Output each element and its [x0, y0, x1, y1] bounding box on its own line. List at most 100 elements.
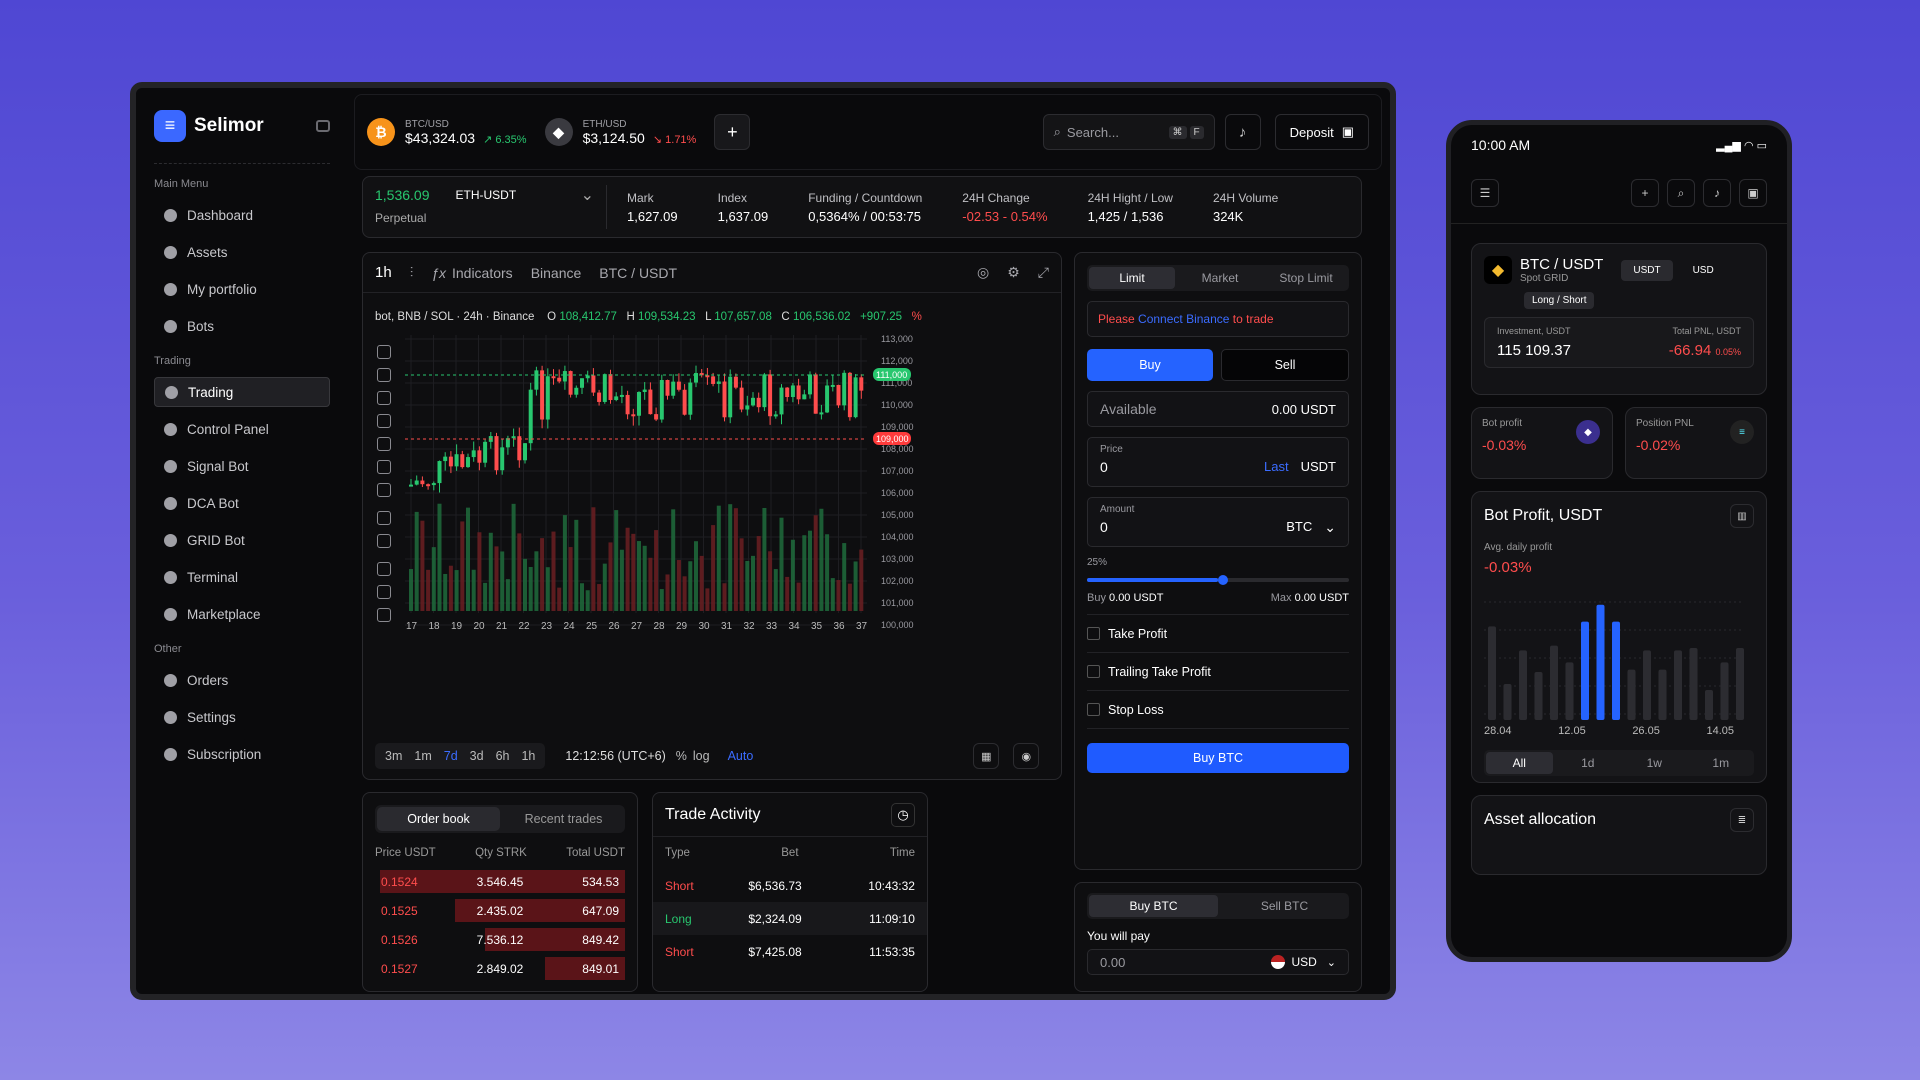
tab-range-All[interactable]: All — [1486, 752, 1553, 774]
amount-input[interactable]: Amount 0 BTC ⌄ — [1087, 497, 1349, 547]
fullscreen-icon[interactable]: ⤢ — [1037, 264, 1049, 280]
auto-toggle[interactable]: Auto — [727, 749, 754, 763]
chart-pair-label[interactable]: BTC / USDT — [599, 264, 678, 281]
tab-range-1m[interactable]: 1m — [1712, 756, 1730, 770]
indicators-button[interactable]: ƒx Indicators — [431, 264, 513, 281]
ruler-icon[interactable] — [377, 511, 391, 525]
collapse-sidebar-icon[interactable] — [316, 119, 330, 132]
candlestick-chart[interactable]: 113,000112,000111,000110,000109,000108,0… — [405, 335, 945, 645]
brush-icon[interactable] — [377, 437, 391, 451]
unit-usdt-toggle[interactable]: USDT — [1621, 259, 1673, 281]
tab-market[interactable]: Market — [1201, 271, 1239, 285]
timeframe-selector[interactable]: 1h — [375, 264, 392, 281]
add-pair-button[interactable]: + — [714, 114, 751, 150]
unit-usd-toggle[interactable]: USD — [1692, 264, 1714, 276]
sidebar-item-terminal[interactable]: Terminal — [154, 562, 330, 592]
slider-handle[interactable] — [1218, 575, 1228, 585]
price-input[interactable]: Price 0 Last USDT — [1087, 437, 1349, 487]
connect-binance-link[interactable]: Connect Binance — [1138, 312, 1230, 326]
tab-buy-btc[interactable]: Buy BTC — [1089, 895, 1218, 917]
sidebar-item-subscription[interactable]: Subscription — [154, 739, 330, 769]
target-icon[interactable]: ◉ — [1013, 743, 1040, 769]
ticker-btc-usd[interactable]: ₿ BTC/USD $43,324.03 ↗ 6.35% — [367, 118, 527, 146]
tab-range-1d[interactable]: 1d — [1581, 756, 1595, 770]
bar-chart-icon[interactable]: ▥ — [1730, 504, 1754, 528]
log-toggle[interactable]: log — [692, 749, 710, 763]
tf-1h[interactable]: 1h — [521, 749, 536, 763]
checkbox-box[interactable] — [1087, 627, 1100, 640]
sidebar-item-control-panel[interactable]: Control Panel — [154, 414, 330, 444]
tab-limit[interactable]: Limit — [1089, 267, 1175, 289]
sidebar-item-marketplace[interactable]: Marketplace — [154, 599, 330, 629]
table-row[interactable]: 0.1526 7.536.12 849.42 — [375, 925, 625, 954]
trendline-icon[interactable] — [377, 368, 391, 382]
sidebar-item-my-portfolio[interactable]: My portfolio — [154, 274, 330, 304]
ticker-eth-usd[interactable]: ◆ ETH/USD $3,124.50 ↘ 1.71% — [544, 118, 696, 146]
search-icon[interactable]: ⌕ — [1667, 179, 1695, 207]
buy-btc-button[interactable]: Buy BTC — [1087, 743, 1349, 773]
sidebar-item-grid-bot[interactable]: GRID Bot — [154, 525, 330, 555]
sidebar-item-assets[interactable]: Assets — [154, 237, 330, 267]
chevron-down-icon[interactable]: ⌄ — [1326, 956, 1336, 969]
notification-bell-icon[interactable]: ♪ — [1224, 114, 1261, 150]
buy-tab-button[interactable]: Buy — [1087, 349, 1213, 381]
checkbox-box[interactable] — [1087, 665, 1100, 678]
sidebar-item-dashboard[interactable]: Dashboard — [154, 200, 330, 230]
wallet-icon[interactable]: ▣ — [1739, 179, 1767, 207]
coins-icon[interactable]: ≣ — [1730, 808, 1754, 832]
table-row[interactable]: Long $2,324.09 11:09:10 — [653, 902, 927, 935]
checkbox-stop-loss[interactable]: Stop Loss — [1087, 691, 1349, 729]
sidebar-item-settings[interactable]: Settings — [154, 702, 330, 732]
table-row[interactable]: Short $6,536.73 10:43:32 — [653, 869, 927, 902]
table-row[interactable]: Short $7,425.08 11:53:35 — [653, 935, 927, 968]
tab-stop-limit[interactable]: Stop Limit — [1279, 271, 1333, 285]
edit-icon[interactable] — [377, 585, 391, 599]
camera-icon[interactable]: ◎ — [977, 264, 990, 280]
table-row[interactable]: 0.1525 2.435.02 647.09 — [375, 896, 625, 925]
sell-tab-button[interactable]: Sell — [1221, 349, 1349, 381]
emoji-icon[interactable] — [377, 483, 391, 497]
tf-3m[interactable]: 3m — [385, 749, 403, 763]
currency-select[interactable]: USD — [1291, 955, 1317, 969]
tab-order-book[interactable]: Order book — [377, 807, 500, 831]
menu-icon[interactable]: ☰ — [1471, 179, 1499, 207]
shape-icon[interactable] — [377, 414, 391, 428]
amount-slider[interactable] — [1087, 575, 1349, 585]
tab-sell-btc[interactable]: Sell BTC — [1260, 899, 1309, 913]
sidebar-item-dca-bot[interactable]: DCA Bot — [154, 488, 330, 518]
fib-icon[interactable] — [377, 391, 391, 405]
percent-toggle[interactable]: % — [675, 749, 687, 763]
calendar-icon[interactable]: ▦ — [973, 743, 1000, 769]
text-icon[interactable] — [377, 460, 391, 474]
zoom-icon[interactable] — [377, 534, 391, 548]
settings-sliders-icon[interactable]: ⫶ — [409, 264, 414, 280]
magnet-icon[interactable] — [377, 562, 391, 576]
tab-range-1w[interactable]: 1w — [1646, 756, 1662, 770]
checkbox-box[interactable] — [1087, 703, 1100, 716]
gear-icon[interactable]: ⚙ — [1007, 264, 1020, 280]
chevron-down-icon[interactable]: ⌄ — [1324, 519, 1336, 535]
checkbox-trailing-take-profit[interactable]: Trailing Take Profit — [1087, 653, 1349, 691]
last-price-button[interactable]: Last — [1264, 459, 1289, 474]
table-row[interactable]: 0.1524 3.546.45 534.53 — [375, 867, 625, 896]
sidebar-item-trading[interactable]: Trading — [154, 377, 330, 407]
tf-7d[interactable]: 7d — [443, 749, 458, 763]
tf-3d[interactable]: 3d — [469, 749, 484, 763]
pair-selector[interactable]: 1,536.09 ETH-USDT ⌄ Perpetual — [375, 185, 607, 229]
search-input[interactable]: ⌕ Search... ⌘ F — [1042, 114, 1215, 150]
tab-recent-trades[interactable]: Recent trades — [524, 812, 603, 826]
checkbox-take-profit[interactable]: Take Profit — [1087, 615, 1349, 653]
lock-icon[interactable] — [377, 608, 391, 622]
sidebar-item-signal-bot[interactable]: Signal Bot — [154, 451, 330, 481]
tf-1m[interactable]: 1m — [414, 749, 432, 763]
add-icon[interactable]: + — [1631, 179, 1659, 207]
crosshair-icon[interactable] — [377, 345, 391, 359]
sidebar-item-orders[interactable]: Orders — [154, 665, 330, 695]
exchange-label[interactable]: Binance — [530, 264, 582, 281]
sidebar-item-bots[interactable]: Bots — [154, 311, 330, 341]
pay-amount-input[interactable]: 0.00 USD ⌄ — [1087, 949, 1349, 975]
history-icon[interactable]: ◷ — [891, 802, 915, 827]
deposit-button[interactable]: Deposit ▣ — [1274, 114, 1369, 150]
tf-6h[interactable]: 6h — [495, 749, 510, 763]
bell-icon[interactable]: ♪ — [1703, 179, 1731, 207]
